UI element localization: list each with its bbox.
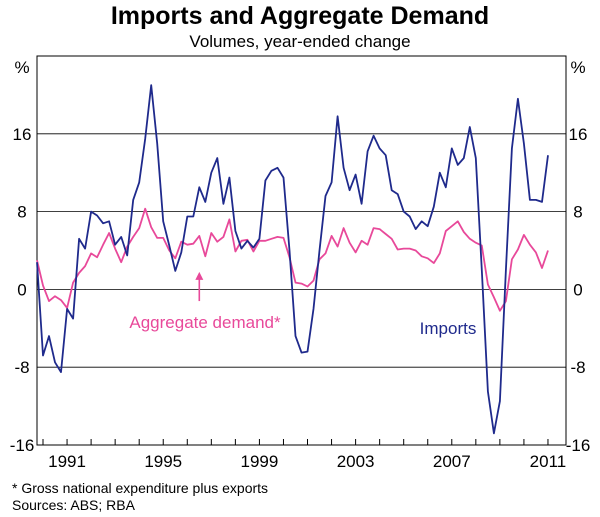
plot-frame [36, 55, 567, 446]
y-tick-label-left: 8 [17, 203, 26, 222]
y-tick-label-right: -8 [570, 358, 585, 377]
annotation-arrow-head [195, 271, 204, 280]
imports-label: Imports [420, 319, 477, 338]
y-tick-label-left: 0 [17, 280, 26, 299]
y-tick-label-right: 16 [569, 125, 588, 144]
footnote: * Gross national expenditure plus export… [12, 480, 269, 496]
sources: Sources: ABS; RBA [12, 497, 135, 513]
left-axis-unit: % [14, 58, 29, 77]
chart-title: Imports and Aggregate Demand [111, 2, 489, 30]
y-tick-label-right: 0 [573, 280, 582, 299]
y-tick-label-left: -8 [14, 358, 29, 377]
right-axis-unit: % [570, 58, 585, 77]
chart-subtitle: Volumes, year-ended change [189, 32, 410, 51]
x-tick-label: 1999 [241, 452, 279, 471]
aggregate-demand-label: Aggregate demand* [129, 313, 281, 332]
y-tick-label-right: 8 [573, 203, 582, 222]
y-tick-label-left: 16 [13, 125, 32, 144]
y-tick-label-left: -16 [10, 436, 35, 455]
x-tick-label: 1995 [144, 452, 182, 471]
x-tick-label: 2011 [530, 452, 567, 471]
aggregate-demand-series-line [36, 207, 549, 312]
x-tick-label: 2007 [433, 452, 471, 471]
y-tick-label-right: -16 [566, 436, 591, 455]
x-tick-label: 2003 [337, 452, 375, 471]
x-tick-label: 1991 [48, 452, 86, 471]
imports-series-line [36, 84, 549, 435]
